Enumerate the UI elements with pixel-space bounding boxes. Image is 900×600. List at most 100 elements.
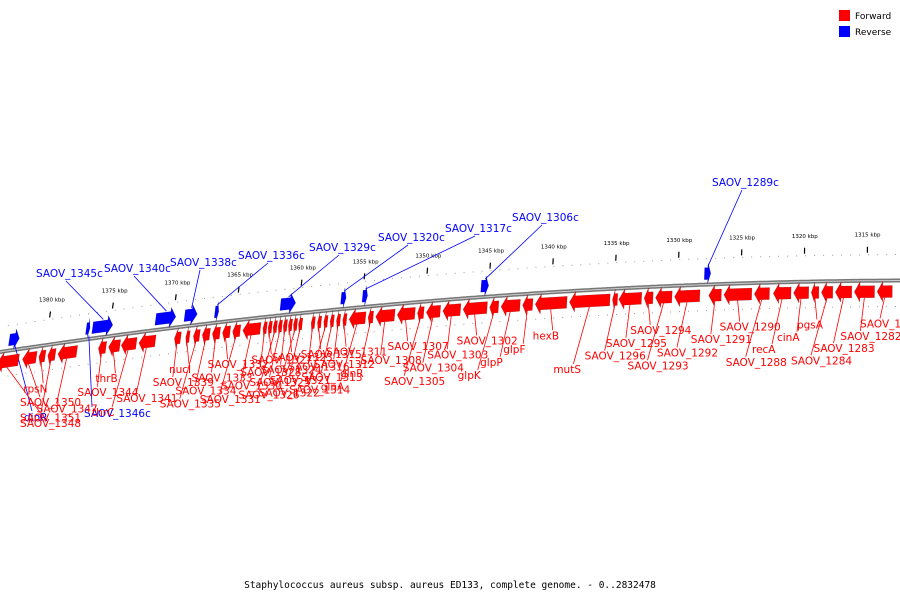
forward-gene-arrow[interactable] [323,311,329,332]
forward-gene-arrow[interactable] [317,311,323,333]
reverse-gene-label[interactable]: SAOV_1289c [712,177,779,189]
reverse-gene-arrow[interactable] [703,263,712,284]
forward-gene-arrow[interactable] [821,281,834,303]
reverse-gene-arrow[interactable] [213,301,219,322]
forward-gene-arrow[interactable] [298,313,304,335]
forward-gene-arrow[interactable] [643,287,654,309]
forward-gene-label[interactable]: SAOV_1288 [726,357,787,369]
reverse-gene-arrow[interactable] [85,318,91,339]
forward-gene-arrow[interactable] [612,289,619,310]
forward-gene-arrow[interactable] [222,322,232,343]
reverse-gene-arrow[interactable] [8,328,20,350]
forward-gene-arrow[interactable] [38,346,47,367]
forward-gene-label[interactable]: SAOV_1350 [20,397,81,409]
forward-gene-arrow[interactable] [47,344,57,366]
forward-gene-arrow[interactable] [267,317,273,338]
forward-gene-label[interactable]: SAOV_1333 [191,372,252,384]
forward-gene-label[interactable]: SAOV_1321 [270,375,331,387]
forward-gene-label[interactable]: SAOV_1332 [208,359,269,371]
forward-gene-label[interactable]: SAOV_1281 [860,319,900,331]
reverse-gene-label[interactable]: SAOV_1317c [445,223,512,235]
forward-gene-label[interactable]: SAOV_1311 [326,347,387,359]
forward-gene-arrow[interactable] [462,298,488,321]
forward-gene-label[interactable]: SAOV_1293 [627,360,688,372]
forward-gene-label[interactable]: thrB [95,373,117,385]
forward-gene-arrow[interactable] [242,319,262,341]
reverse-gene-label[interactable]: SAOV_1336c [238,250,305,262]
forward-gene-arrow[interactable] [723,284,753,306]
forward-gene-arrow[interactable] [293,314,299,335]
forward-gene-arrow[interactable] [174,327,182,349]
forward-gene-arrow[interactable] [348,308,367,330]
forward-gene-label[interactable]: mutS [553,364,581,376]
forward-gene-label[interactable]: nucI [169,364,191,376]
forward-gene-label[interactable]: recA [752,344,776,356]
forward-gene-label[interactable]: SAOV_1351 [20,412,81,424]
reverse-gene-arrow[interactable] [361,285,368,307]
forward-gene-label[interactable]: SAOV_1348 [20,418,81,430]
reverse-gene-label[interactable]: SAOV_1329c [309,242,376,254]
forward-gene-arrow[interactable] [708,284,722,307]
reverse-gene-label[interactable]: SAOV_1346c [84,408,151,420]
forward-gene-label[interactable]: SAOV_1304 [403,363,464,375]
reverse-gene-label[interactable]: SAOV_1345c [36,268,103,280]
forward-gene-label[interactable]: SAOV_1335 [160,399,221,411]
forward-gene-arrow[interactable] [201,324,211,345]
forward-gene-arrow[interactable] [212,323,221,344]
forward-gene-label[interactable]: SAOV_1313 [301,372,362,384]
forward-gene-label[interactable]: SAOV_1325 [249,377,310,389]
forward-gene-label[interactable]: SAOV_1339 [153,377,214,389]
forward-gene-label[interactable]: SAOV_1307 [388,341,449,353]
forward-gene-label[interactable]: glpF [503,344,525,356]
forward-gene-label[interactable]: SAOV_1314 [289,384,350,396]
reverse-gene-label[interactable]: SAOV_1340c [104,263,171,275]
forward-gene-label[interactable]: thrC [92,407,114,419]
forward-gene-arrow[interactable] [98,337,108,359]
reverse-gene-label[interactable]: SAOV_1320c [378,232,445,244]
forward-gene-arrow[interactable] [329,310,335,332]
forward-gene-label[interactable]: glnR [340,368,364,380]
forward-gene-arrow[interactable] [489,296,500,318]
forward-gene-label[interactable]: SAOV_1282 [840,331,900,343]
reverse-gene-arrow[interactable] [183,303,198,326]
forward-gene-arrow[interactable] [674,286,701,308]
forward-gene-arrow[interactable] [835,281,853,304]
forward-gene-arrow[interactable] [22,348,38,370]
forward-gene-label[interactable]: SAOV_1290 [720,321,781,333]
forward-gene-arrow[interactable] [288,314,294,336]
forward-gene-arrow[interactable] [426,301,442,323]
reverse-gene-label[interactable]: SAOV_1306c [512,212,579,224]
forward-gene-label[interactable]: SAOV_1295 [606,338,667,350]
forward-gene-label[interactable]: SAOV_1303 [427,349,488,361]
forward-gene-arrow[interactable] [367,306,374,328]
forward-gene-arrow[interactable] [569,291,611,313]
forward-gene-label[interactable]: SAOV_1312 [314,359,375,371]
forward-gene-arrow[interactable] [655,287,673,309]
forward-gene-arrow[interactable] [442,300,462,322]
forward-gene-label[interactable]: SAOV_1294 [630,325,691,337]
reverse-gene-label[interactable]: dinR [24,412,48,424]
forward-gene-label[interactable]: SAOV_1341 [116,393,177,405]
forward-gene-arrow[interactable] [232,320,242,342]
forward-gene-label[interactable]: glnA [321,381,345,393]
forward-gene-arrow[interactable] [138,331,157,354]
forward-gene-arrow[interactable] [272,316,278,337]
forward-gene-arrow[interactable] [277,316,283,337]
forward-gene-label[interactable]: hexB [533,330,559,342]
forward-gene-arrow[interactable] [120,334,138,356]
reverse-gene-arrow[interactable] [154,306,177,328]
forward-gene-arrow[interactable] [522,294,534,316]
forward-gene-label[interactable]: glpP [480,357,503,369]
forward-gene-label[interactable]: SAOV_1331 [200,394,261,406]
forward-gene-arrow[interactable] [185,326,191,347]
forward-gene-arrow[interactable] [262,317,268,339]
forward-gene-arrow[interactable] [810,282,820,303]
forward-gene-arrow[interactable] [753,283,770,305]
reverse-gene-arrow[interactable] [91,314,114,337]
forward-gene-label[interactable]: SAOV_1302 [457,335,518,347]
forward-gene-arrow[interactable] [108,336,122,358]
forward-gene-label[interactable]: SAOV_1334 [175,386,236,398]
reverse-gene-arrow[interactable] [340,287,347,309]
reverse-gene-label[interactable]: SAOV_1338c [170,257,237,269]
forward-gene-label[interactable]: pgsA [797,320,824,332]
